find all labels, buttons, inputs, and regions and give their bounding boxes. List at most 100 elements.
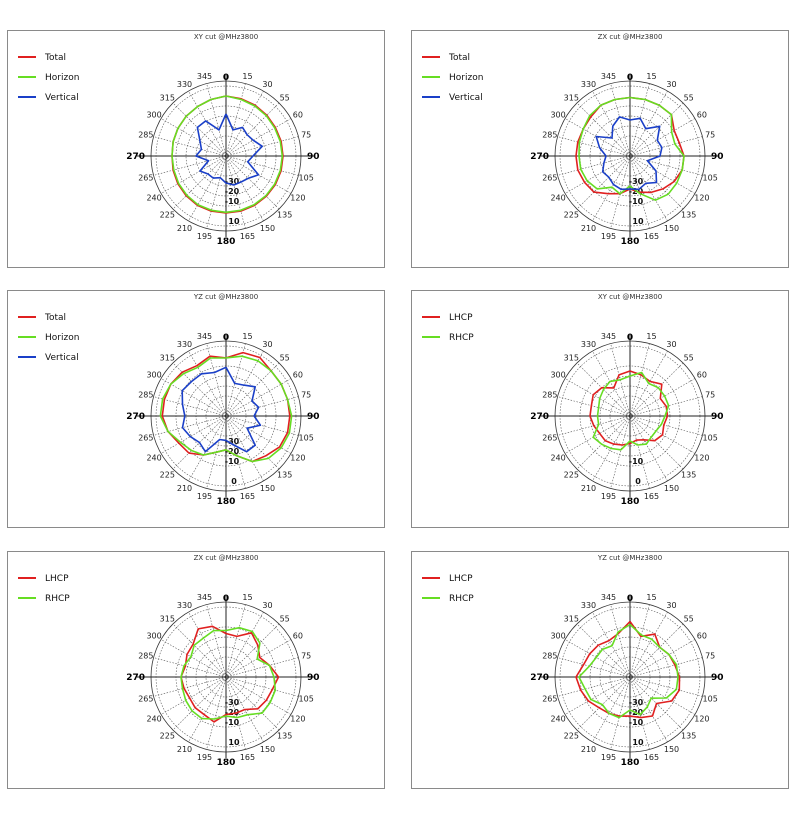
angle-label: 315 (564, 614, 579, 623)
grid-spoke (206, 83, 246, 229)
angle-label: 240 (146, 194, 161, 203)
angle-label: 195 (197, 232, 212, 241)
series-line-horizon (578, 96, 685, 201)
angle-label: 120 (694, 715, 709, 724)
angle-label: 345 (601, 332, 616, 341)
angle-label: 225 (160, 211, 175, 220)
angle-label: 195 (601, 232, 616, 241)
radial-label: -10 (629, 457, 644, 466)
angle-label: 315 (564, 93, 579, 102)
radial-label: -30 (225, 177, 240, 186)
angle-label: 105 (703, 433, 718, 442)
grid-spoke (610, 83, 650, 229)
angle-label: 270 (126, 673, 145, 683)
angle-label: 180 (217, 237, 236, 247)
angle-label: 265 (542, 433, 557, 442)
polar-panel-yz-cut-1: YZ cut @MHz3800 0 15 30 55 60 75 90 105 120 135 150… (7, 290, 385, 528)
radial-label: -10 (225, 197, 240, 206)
legend-label: Vertical (45, 93, 79, 103)
angle-label: 150 (260, 484, 275, 493)
angle-label: 225 (160, 732, 175, 741)
angle-label: 195 (601, 492, 616, 501)
angle-label: 240 (550, 194, 565, 203)
angle-label: 15 (242, 593, 252, 602)
radial-label: -10 (629, 197, 644, 206)
series-line-vertical (181, 366, 262, 453)
angle-label: 270 (530, 673, 549, 683)
radial-label: 0 (635, 477, 641, 486)
series-line-rhcp (578, 623, 679, 719)
chart-title: XY cut @MHz3800 (194, 33, 258, 41)
angle-label: 300 (550, 371, 565, 380)
polar-panel-zx-cut-1: ZX cut @MHz3800 0 15 30 55 60 75 90 105 120 135 150… (411, 30, 789, 268)
radial-label: -20 (225, 447, 240, 456)
angle-label: 265 (542, 173, 557, 182)
angle-label: 135 (277, 732, 292, 741)
angle-label: 165 (644, 232, 659, 241)
legend-label: Total (44, 313, 66, 323)
radial-label: 10 (632, 217, 644, 226)
legend-label: Vertical (449, 93, 483, 103)
angle-label: 330 (581, 601, 596, 610)
angle-label: 105 (299, 433, 314, 442)
angle-label: 0 (627, 73, 633, 83)
angle-label: 90 (307, 412, 320, 422)
angle-label: 15 (646, 332, 656, 341)
grid-spoke (610, 604, 650, 750)
angle-label: 285 (542, 652, 557, 661)
angle-label: 265 (138, 433, 153, 442)
polar-panel-yz-cut-2: YZ cut @MHz3800 0 15 30 55 60 75 90 105 120 135 150… (411, 551, 789, 789)
angle-label: 55 (684, 93, 694, 102)
legend-label: Horizon (45, 73, 79, 83)
angle-label: 345 (197, 593, 212, 602)
angle-label: 195 (197, 753, 212, 762)
legend-label: LHCP (449, 574, 473, 584)
legend: Total Horizon Vertical (422, 53, 483, 103)
angle-label: 300 (146, 632, 161, 641)
angle-label: 15 (646, 593, 656, 602)
angle-label: 105 (703, 173, 718, 182)
angle-label: 0 (627, 333, 633, 343)
angle-label: 165 (644, 492, 659, 501)
angle-label: 55 (280, 93, 290, 102)
angle-label: 315 (160, 353, 175, 362)
angle-label: 15 (242, 72, 252, 81)
legend-label: Total (44, 53, 66, 63)
angle-label: 330 (581, 340, 596, 349)
series-line-vertical (195, 113, 263, 186)
angle-label: 210 (177, 224, 192, 233)
angle-label: 135 (681, 732, 696, 741)
angle-label: 270 (126, 412, 145, 422)
angle-label: 55 (280, 614, 290, 623)
angle-label: 225 (160, 471, 175, 480)
angle-label: 195 (601, 753, 616, 762)
radial-label: 10 (632, 738, 644, 747)
legend: Total Horizon Vertical (18, 313, 79, 363)
series-line-rhcp (592, 371, 670, 451)
angle-label: 60 (697, 111, 707, 120)
angle-label: 180 (217, 497, 236, 507)
grid-spoke (610, 343, 650, 489)
angle-label: 55 (280, 353, 290, 362)
angle-label: 330 (177, 340, 192, 349)
legend: LHCP RHCP (422, 313, 474, 343)
legend-label: LHCP (449, 313, 473, 323)
polar-grid (137, 75, 315, 237)
angle-label: 285 (138, 131, 153, 140)
angle-label: 90 (307, 673, 320, 683)
angle-label: 150 (260, 745, 275, 754)
polar-panel-xy-cut-1: XY cut @MHz3800 0 15 30 55 60 75 90 105 120 135 150… (7, 30, 385, 268)
radial-label: -10 (629, 718, 644, 727)
polar-grid (541, 335, 719, 497)
angle-label: 0 (223, 333, 229, 343)
angle-label: 60 (697, 371, 707, 380)
angle-label: 75 (705, 652, 715, 661)
angle-label: 15 (242, 332, 252, 341)
radial-label: 0 (231, 477, 237, 486)
legend: Total Horizon Vertical (18, 53, 79, 103)
angle-label: 300 (146, 371, 161, 380)
angle-label: 300 (550, 111, 565, 120)
legend-label: Total (448, 53, 470, 63)
angle-label: 0 (223, 73, 229, 83)
angle-label: 60 (293, 632, 303, 641)
